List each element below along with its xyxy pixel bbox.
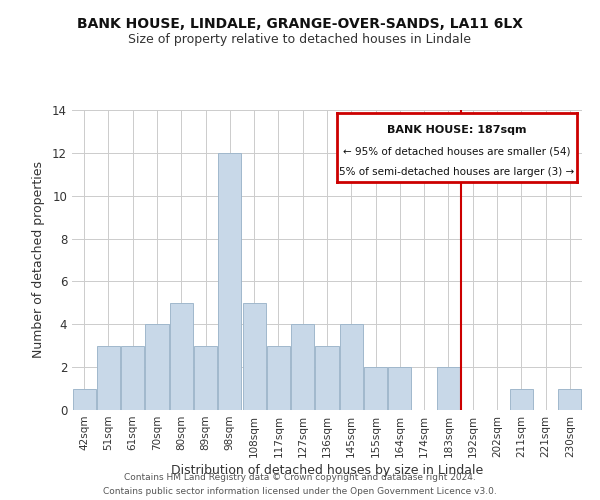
Bar: [364, 367, 387, 410]
Bar: [218, 153, 241, 410]
Bar: [170, 303, 193, 410]
Text: BANK HOUSE, LINDALE, GRANGE-OVER-SANDS, LA11 6LX: BANK HOUSE, LINDALE, GRANGE-OVER-SANDS, …: [77, 18, 523, 32]
Bar: [559, 388, 581, 410]
Bar: [145, 324, 169, 410]
Bar: [388, 367, 412, 410]
Bar: [73, 388, 95, 410]
X-axis label: Distribution of detached houses by size in Lindale: Distribution of detached houses by size …: [171, 464, 483, 477]
Text: Contains HM Land Registry data © Crown copyright and database right 2024.: Contains HM Land Registry data © Crown c…: [124, 473, 476, 482]
Bar: [437, 367, 460, 410]
Text: Contains public sector information licensed under the Open Government Licence v3: Contains public sector information licen…: [103, 486, 497, 496]
Bar: [340, 324, 363, 410]
Bar: [291, 324, 314, 410]
Bar: [316, 346, 338, 410]
Bar: [267, 346, 290, 410]
Bar: [194, 346, 217, 410]
Bar: [121, 346, 144, 410]
Bar: [242, 303, 266, 410]
Text: Size of property relative to detached houses in Lindale: Size of property relative to detached ho…: [128, 32, 472, 46]
Bar: [97, 346, 120, 410]
Y-axis label: Number of detached properties: Number of detached properties: [32, 162, 45, 358]
Bar: [510, 388, 533, 410]
